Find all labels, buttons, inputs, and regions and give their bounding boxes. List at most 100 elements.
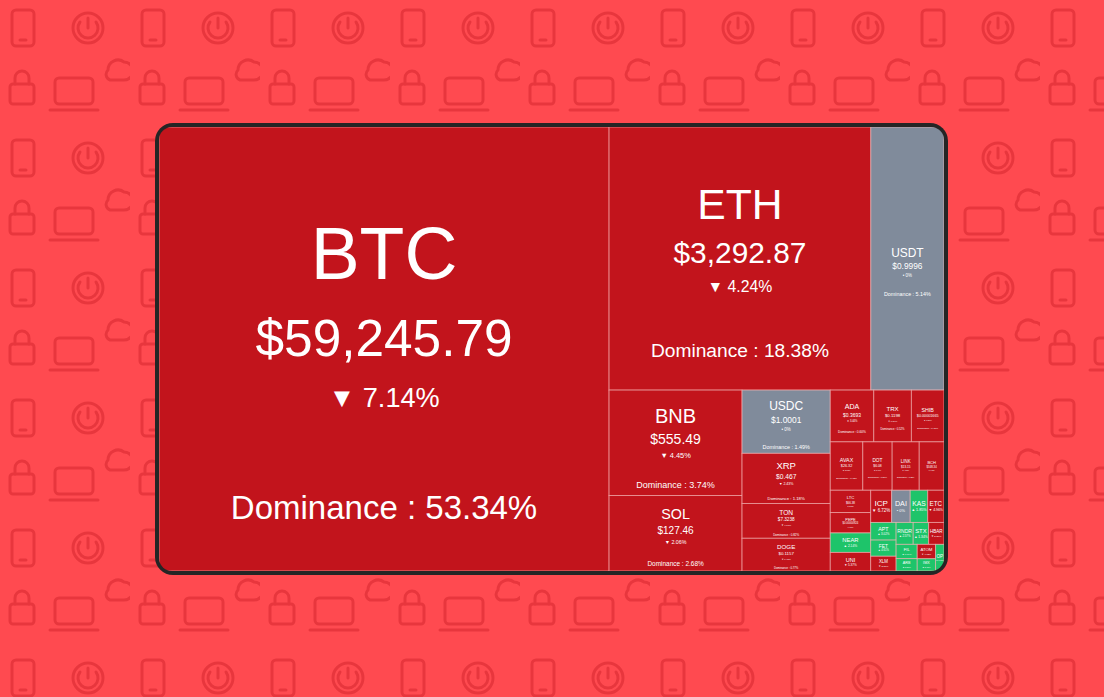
- tile-price: $348.34: [927, 465, 938, 469]
- tile-price: $0.1157: [778, 551, 794, 556]
- tile-change: ▼ 8.11%: [848, 527, 855, 529]
- tile: [892, 490, 911, 522]
- tile: [609, 495, 742, 571]
- tile-dominance: Dominance : 1.18%: [768, 496, 805, 501]
- tile-symbol: APT: [878, 526, 889, 532]
- tile: [871, 127, 944, 390]
- tile-dominance: Dominance : 0.52%: [881, 427, 906, 431]
- tile-dominance: Dominance : 2.68%: [647, 560, 704, 567]
- tile-symbol: ARB: [903, 561, 911, 565]
- tile-symbol: LTC: [847, 495, 855, 500]
- tile-symbol: USDC: [769, 399, 803, 413]
- tile-change: ▲ 1.72%: [936, 559, 944, 561]
- tile-change: ▲ 3.02%: [877, 532, 889, 536]
- tile-change: ▼ 2.06%: [665, 539, 687, 545]
- tile-symbol: ADA: [845, 403, 860, 411]
- tile-symbol: IMX: [923, 561, 930, 565]
- tile-change: ▼ 5.37%: [844, 563, 857, 567]
- tile-dominance: Dominance : 1.49%: [763, 444, 810, 450]
- tile-symbol: BNB: [655, 405, 696, 427]
- tile-change: ▼ 7.14%: [328, 382, 439, 413]
- page: {"chart_data": {"type": "treemap", "cate…: [0, 0, 1104, 697]
- tile: [929, 522, 944, 544]
- tile-change: • 0%: [897, 508, 906, 513]
- tile-change: ▼ 4.12%: [922, 553, 932, 556]
- tile-symbol: SOL: [661, 506, 690, 522]
- tile-change: ▼ 6.72%: [872, 508, 890, 513]
- tile-change: ▼ 4.24%: [708, 278, 773, 295]
- tile: [919, 442, 944, 490]
- tile: [936, 544, 944, 571]
- tile-symbol: UNI: [846, 557, 856, 563]
- tile-symbol: HBAR: [930, 529, 943, 534]
- tile: [928, 490, 944, 522]
- tile-symbol: USDT: [891, 246, 924, 260]
- tile-dominance: Dominance : 0.60%: [838, 430, 866, 434]
- tile-price: $6.08: [873, 464, 882, 468]
- tile: [830, 533, 870, 552]
- tile-change: ▼ 0.84%: [888, 420, 897, 423]
- tile-change: ▲ 2.21%: [902, 566, 911, 568]
- tile-change: ▼ 4.87%: [902, 470, 909, 472]
- tile: [917, 559, 935, 571]
- tile-dominance: Dominance : 0.45%: [917, 427, 939, 430]
- tile-change: ▼ 7.92%: [929, 470, 936, 472]
- tile: [609, 390, 742, 495]
- tile-dominance: Dominance : 0.35%: [897, 476, 915, 478]
- tile: [830, 390, 873, 442]
- tile-change: ▲ 1.85%: [911, 508, 927, 512]
- tile-change: ▲ 0.96%: [902, 553, 912, 555]
- tile-dominance: Dominance : 3.74%: [636, 480, 715, 490]
- tile: [830, 552, 870, 571]
- tile: [871, 556, 896, 571]
- tile-price: $0.3693: [843, 413, 861, 418]
- tile-symbol: DOGE: [777, 543, 795, 550]
- tile: [896, 522, 913, 544]
- tile: [742, 503, 830, 538]
- tile-change: ▼ 5.15%: [843, 469, 851, 472]
- chart-canvas: BTC$59,245.79▼ 7.14%Dominance : 53.34%ET…: [0, 0, 1104, 697]
- tile-symbol: ETC: [930, 500, 943, 507]
- tile-price: $127.46: [657, 525, 694, 536]
- tile: [742, 390, 830, 453]
- tile-price: $0.00000924: [843, 521, 859, 525]
- tile-symbol: SHIB: [922, 407, 935, 413]
- tile-change: ▼ 3.44%: [847, 419, 858, 423]
- tile-symbol: ATOM: [920, 547, 932, 552]
- tile-symbol: TRX: [886, 405, 898, 412]
- tile-symbol: FIL: [904, 547, 911, 552]
- tile: [892, 442, 919, 490]
- tile-change: ▲ 4.61%: [878, 548, 890, 552]
- tile-change: ▼ 4.96%: [929, 508, 943, 512]
- tiles: [159, 127, 944, 571]
- tile-change: • 0%: [903, 273, 912, 278]
- tile-change: ▼ 6.48%: [781, 558, 790, 561]
- background: [0, 0, 1104, 697]
- tile-dominance: Dominance : 18.38%: [651, 340, 829, 361]
- tile: [913, 522, 928, 544]
- tile-price: $3,292.87: [674, 236, 807, 269]
- tile-symbol: DAI: [895, 500, 907, 508]
- background-pattern: [0, 0, 1104, 697]
- card-frame: [155, 123, 948, 575]
- tile-symbol: XRP: [776, 460, 796, 471]
- tile-change: ▼ 6.26%: [924, 419, 932, 422]
- tile-symbol: KAS: [912, 500, 926, 507]
- tile-symbol: FET: [879, 544, 888, 549]
- tile-change: ▼ 5.49%: [874, 469, 882, 472]
- tile-change: ▼ 3.88%: [878, 565, 889, 568]
- tile: [911, 390, 944, 442]
- tile-dominance: Dominance : 53.34%: [231, 489, 537, 526]
- tile-symbol: XLM: [879, 559, 888, 564]
- tile: [830, 513, 870, 533]
- tile: [863, 442, 892, 490]
- tile-change: ▲ 2.14%: [844, 544, 857, 548]
- tile: [917, 544, 935, 558]
- tile-change: ▲ 2.57%: [899, 534, 911, 538]
- tile: [742, 538, 830, 571]
- tile: [830, 442, 862, 490]
- tile-symbol: STX: [915, 528, 927, 534]
- tile-price: $26.32: [841, 464, 852, 468]
- tile: [871, 540, 896, 556]
- tile: [830, 490, 870, 512]
